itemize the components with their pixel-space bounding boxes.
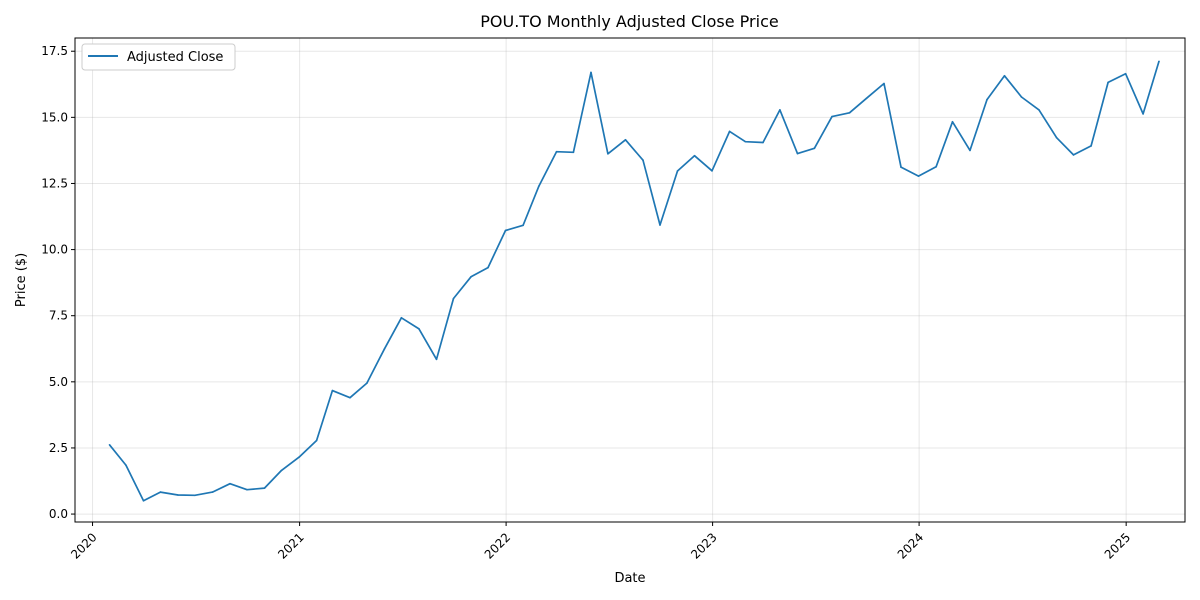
data-point	[400, 317, 403, 319]
series-line-adjusted-close	[108, 61, 1160, 502]
chart-title: POU.TO Monthly Adjusted Close Price	[480, 12, 778, 31]
y-tick-label: 5.0	[49, 375, 68, 389]
data-point	[246, 488, 248, 491]
data-point	[744, 140, 747, 143]
data-point	[538, 185, 540, 187]
data-point	[1090, 145, 1092, 147]
plot-frame	[74, 37, 1186, 523]
data-point	[504, 229, 507, 232]
data-point	[969, 149, 971, 152]
data-point	[487, 266, 489, 269]
data-point	[848, 112, 851, 114]
data-point	[917, 175, 920, 177]
data-point	[1142, 113, 1144, 115]
data-point	[762, 141, 764, 144]
data-point	[865, 97, 868, 100]
data-point	[331, 389, 334, 392]
data-point	[813, 147, 816, 150]
data-point	[108, 444, 111, 446]
data-point	[435, 358, 438, 361]
data-point	[211, 491, 214, 493]
legend-box	[81, 43, 236, 71]
grid-lines	[75, 38, 1185, 522]
data-point	[470, 276, 472, 278]
data-point	[951, 121, 954, 123]
y-tick-label: 12.5	[41, 176, 68, 190]
data-point	[452, 297, 455, 300]
x-tick-label: 2021	[275, 530, 306, 561]
x-tick-label: 2025	[1102, 530, 1133, 561]
y-axis-ticks: 0.0 2.5 5.0 7.5 10.0 12.5 15.0 17.5	[41, 44, 75, 521]
data-point	[659, 224, 661, 226]
data-point	[900, 166, 902, 168]
x-tick-label: 2023	[688, 530, 719, 561]
x-tick-label: 2024	[895, 530, 926, 561]
data-point	[1158, 60, 1160, 63]
x-axis-ticks: 2020 2021 2022 2023 2024 2025	[68, 522, 1133, 562]
data-point	[676, 170, 679, 172]
data-point	[280, 469, 283, 472]
data-point	[1072, 154, 1075, 156]
data-point	[779, 109, 781, 111]
data-point	[796, 152, 799, 155]
data-point	[607, 153, 609, 155]
y-tick-label: 10.0	[41, 243, 68, 257]
series-lines	[108, 60, 1160, 502]
data-point	[229, 482, 231, 485]
data-point	[711, 170, 713, 172]
data-point	[883, 82, 885, 85]
data-point	[1020, 96, 1023, 98]
data-point	[831, 115, 833, 118]
y-tick-label: 7.5	[49, 309, 68, 323]
data-point	[142, 500, 145, 502]
data-point	[986, 98, 988, 101]
data-point	[1055, 136, 1058, 139]
y-tick-label: 15.0	[41, 110, 68, 124]
data-point	[125, 464, 127, 466]
data-point	[194, 494, 196, 497]
data-point	[522, 224, 524, 227]
data-point	[935, 166, 937, 168]
data-point	[555, 150, 558, 153]
y-tick-label: 17.5	[41, 44, 68, 58]
x-tick-label: 2022	[482, 530, 513, 561]
data-point	[177, 494, 179, 496]
data-point	[1107, 81, 1109, 84]
legend-label-adjusted-close: Adjusted Close	[127, 50, 223, 65]
y-tick-label: 0.0	[49, 507, 68, 521]
data-point	[1124, 72, 1127, 75]
data-point	[418, 328, 420, 330]
data-point	[349, 396, 351, 399]
data-point	[1003, 75, 1006, 77]
data-point	[642, 159, 644, 161]
data-point	[263, 487, 266, 489]
data-point	[1038, 109, 1040, 111]
data-point	[572, 151, 575, 154]
x-tick-label: 2020	[68, 530, 99, 561]
data-point	[366, 382, 368, 384]
data-point	[590, 71, 592, 74]
data-point	[383, 348, 386, 350]
data-point	[159, 491, 162, 493]
data-point	[728, 130, 731, 133]
y-tick-label: 2.5	[49, 441, 68, 455]
data-point	[693, 154, 696, 157]
data-point	[298, 456, 300, 459]
data-point	[315, 439, 318, 442]
data-point	[624, 139, 627, 141]
x-axis-label: Date	[614, 571, 645, 586]
y-axis-label: Price ($)	[14, 253, 29, 307]
legend: Adjusted Close	[81, 43, 236, 71]
